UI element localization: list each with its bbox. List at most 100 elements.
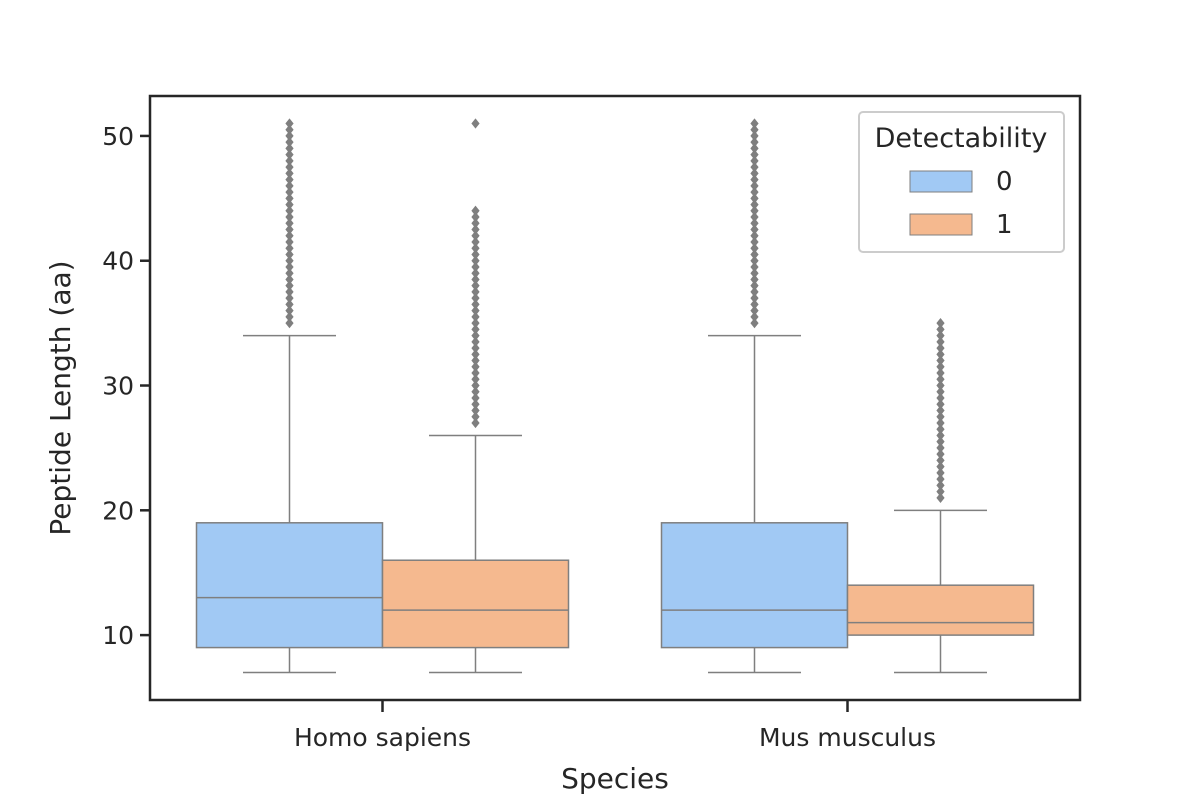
outlier-point: [750, 186, 759, 198]
outlier-point: [471, 361, 480, 372]
legend-title: Detectability: [875, 123, 1048, 154]
outlier-point: [750, 268, 759, 279]
outlier-point: [750, 199, 759, 210]
outlier-point: [285, 168, 294, 179]
outlier-point: [471, 349, 480, 360]
outlier-point: [936, 473, 945, 485]
plot-area: [195, 118, 1035, 674]
outlier-point: [750, 286, 759, 298]
outlier-point: [471, 386, 480, 397]
plot-frame: [148, 94, 1082, 702]
box-iqr: [381, 559, 570, 649]
outlier-point: [471, 249, 480, 260]
outlier-point: [936, 386, 945, 397]
outlier-point: [936, 424, 945, 435]
outlier-point: [285, 186, 294, 198]
outlier-point: [750, 218, 759, 229]
outlier-point: [471, 224, 480, 235]
outlier-point: [285, 130, 294, 142]
outlier-point: [285, 161, 294, 173]
outlier-point: [750, 205, 759, 216]
outlier-point: [471, 205, 480, 216]
outlier-point: [936, 455, 945, 466]
outlier-point: [471, 211, 480, 223]
outlier-point: [471, 311, 480, 323]
outlier-point: [750, 305, 759, 316]
outlier-point: [471, 380, 480, 391]
outlier-point: [936, 442, 945, 454]
outlier-point: [936, 324, 945, 335]
legend: Detectability 0 1: [858, 111, 1065, 253]
outlier-point: [750, 255, 759, 266]
box-iqr: [660, 522, 849, 649]
outlier-point: [750, 280, 759, 291]
legend-swatch: [909, 213, 973, 236]
outlier-point: [936, 330, 945, 341]
outlier-point: [285, 286, 294, 298]
box-group: [846, 317, 1035, 674]
outlier-point: [285, 268, 294, 279]
outlier-point: [285, 249, 294, 260]
outlier-point: [471, 405, 480, 416]
outlier-point: [750, 155, 759, 167]
outlier-point: [750, 224, 759, 235]
outlier-point: [471, 417, 480, 429]
outlier-point: [471, 255, 480, 266]
box-group: [195, 118, 384, 674]
outlier-point: [285, 255, 294, 266]
outlier-point: [750, 180, 759, 191]
outlier-point: [471, 261, 480, 273]
outlier-point: [750, 143, 759, 154]
outlier-point: [750, 236, 759, 248]
outlier-point: [471, 286, 480, 298]
outlier-point: [750, 249, 759, 260]
outlier-point: [936, 449, 945, 460]
outlier-point: [285, 205, 294, 216]
outlier-point: [471, 243, 480, 254]
outlier-point: [936, 355, 945, 366]
outlier-point: [285, 149, 294, 160]
outlier-point: [750, 311, 759, 323]
box-iqr: [195, 522, 384, 649]
outlier-point: [936, 317, 945, 329]
outlier-point: [750, 124, 759, 135]
outlier-point: [285, 299, 294, 310]
y-tick-label: 20: [102, 496, 134, 525]
outlier-point: [750, 137, 759, 148]
outlier-point: [285, 280, 294, 291]
outlier-point: [936, 374, 945, 385]
outlier-point: [471, 317, 480, 329]
outlier-point: [750, 243, 759, 254]
outlier-point: [285, 180, 294, 191]
outlier-point: [471, 230, 480, 241]
outlier-point: [750, 261, 759, 273]
outlier-point: [285, 124, 294, 135]
outlier-point: [936, 405, 945, 416]
outlier-point: [936, 361, 945, 372]
outlier-point: [936, 417, 945, 429]
box-iqr: [846, 584, 1035, 636]
outlier-point: [471, 374, 480, 385]
outlier-point: [471, 274, 480, 285]
outlier-point: [471, 293, 480, 304]
outlier-point: [471, 299, 480, 310]
outlier-point: [750, 211, 759, 223]
outlier-point: [471, 324, 480, 335]
outlier-point: [285, 224, 294, 235]
outlier-point: [936, 392, 945, 404]
outlier-point: [285, 137, 294, 148]
x-tick-label: Homo sapiens: [294, 723, 471, 752]
outlier-point: [471, 330, 480, 341]
outlier-point: [285, 261, 294, 273]
outlier-point: [471, 236, 480, 248]
legend-swatch: [909, 170, 973, 193]
outlier-point: [750, 168, 759, 179]
outlier-point: [471, 367, 480, 379]
outlier-point: [285, 211, 294, 223]
outlier-point: [471, 411, 480, 422]
outlier-point: [285, 174, 294, 185]
outlier-point: [471, 305, 480, 316]
y-tick-label: 10: [102, 621, 134, 650]
axes: 10 20 30 40 50 Homo sapiens Mus musculus: [102, 122, 936, 752]
outlier-point: [750, 274, 759, 285]
